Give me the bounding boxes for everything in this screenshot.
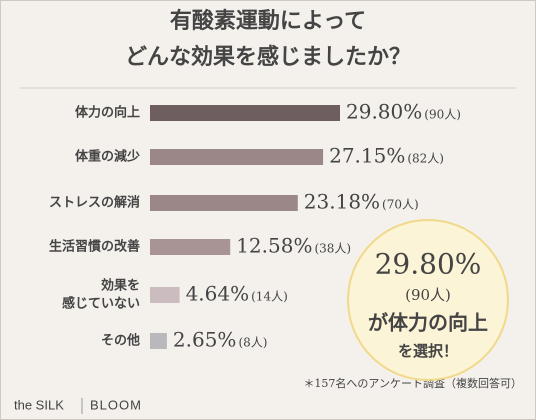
value-label: 12.58% xyxy=(236,234,312,258)
brand: the SILK xyxy=(14,397,64,412)
bar xyxy=(150,195,298,211)
value-label: 27.15% xyxy=(329,144,405,168)
callout-text: (90人) xyxy=(405,286,451,304)
value-label: 2.65% xyxy=(173,328,237,352)
count-label: (82人) xyxy=(407,152,444,166)
brand: BLOOM xyxy=(90,397,142,412)
bar xyxy=(150,333,167,349)
value-label: 4.64% xyxy=(186,282,250,306)
category-label: 効果を xyxy=(101,278,140,294)
category-label: 感じていない xyxy=(62,296,140,312)
category-label: 生活習慣の改善 xyxy=(49,239,140,255)
callout-text: が体力の向上 xyxy=(368,311,488,335)
chart-title: 有酸素運動によって xyxy=(170,8,366,34)
callout-circle xyxy=(347,219,509,381)
callout-text: 29.80% xyxy=(375,248,482,281)
category-label: 体重の減少 xyxy=(75,149,140,165)
bar xyxy=(150,239,231,255)
bar xyxy=(150,105,340,121)
footnote: ＊157名へのアンケート調査（複数回答可） xyxy=(303,376,522,390)
value-label: 29.80% xyxy=(346,100,422,124)
count-label: (90人) xyxy=(424,108,461,122)
count-label: (8人) xyxy=(238,336,267,350)
chart-title: どんな効果を感じましたか？ xyxy=(125,44,411,70)
category-label: ストレスの解消 xyxy=(49,195,140,211)
category-label: その他 xyxy=(101,333,140,349)
count-label: (38人) xyxy=(314,242,351,256)
value-label: 23.18% xyxy=(304,190,380,214)
count-label: (70人) xyxy=(382,198,419,212)
category-label: 体力の向上 xyxy=(75,105,140,121)
bar xyxy=(150,149,324,165)
callout-text: を選択！ xyxy=(398,342,458,360)
count-label: (14人) xyxy=(251,290,288,304)
bar xyxy=(150,287,180,303)
